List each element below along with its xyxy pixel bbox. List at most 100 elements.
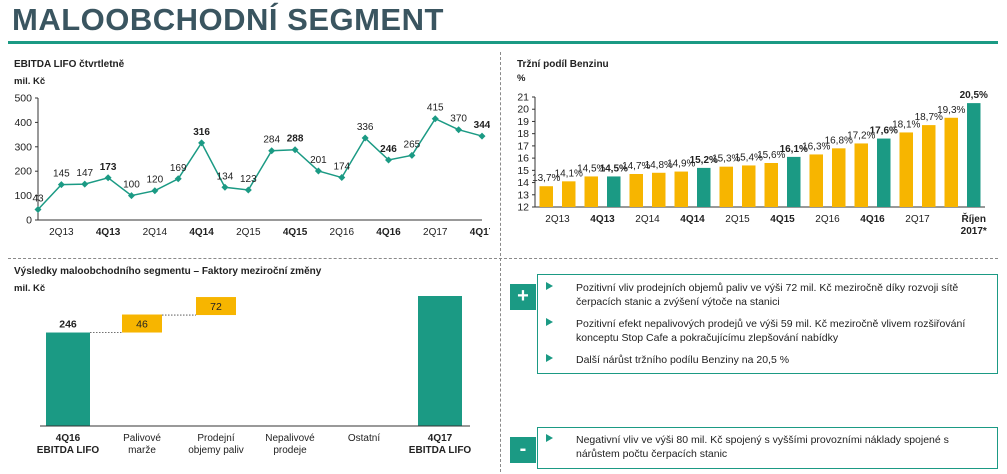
bar [539, 186, 553, 207]
category-label: EBITDA LIFO [409, 445, 472, 456]
y-tick-label: 16 [517, 153, 529, 165]
data-point [361, 134, 369, 142]
data-point [34, 206, 42, 214]
x-tick-label: 2Q13 [545, 214, 570, 225]
data-point [455, 126, 463, 134]
data-label: 14,1% [555, 168, 583, 179]
data-point [198, 139, 206, 147]
line-chart-title: EBITDA LIFO čtvrtletně [14, 59, 125, 70]
data-label: 46 [136, 319, 148, 331]
bar [562, 181, 576, 207]
bar [967, 103, 981, 207]
data-label: 120 [146, 175, 163, 186]
bar-chart: 1213141516171819202113,7%14,1%14,5%14,5%… [517, 90, 988, 237]
y-tick-label: 200 [14, 166, 32, 178]
data-point [314, 167, 322, 175]
positive-item-text: Další nárůst tržního podílu Benziny na 2… [576, 354, 790, 366]
waterfall-bar [418, 296, 462, 426]
bar [674, 171, 688, 207]
y-tick-label: 100 [14, 190, 32, 202]
y-tick-label: 21 [517, 92, 529, 104]
data-point [174, 175, 182, 183]
x-tick-label: 2Q14 [635, 214, 660, 225]
data-label: 15,3% [712, 154, 740, 165]
y-tick-label: 500 [14, 93, 32, 105]
data-label: 100 [123, 180, 140, 191]
data-label: 14,7% [622, 161, 650, 172]
data-point [338, 174, 346, 182]
data-label: 415 [427, 103, 444, 114]
data-label: 169 [170, 163, 187, 174]
category-label: 4Q17 [428, 433, 453, 444]
data-point [104, 174, 112, 182]
data-label: 17,2% [847, 130, 875, 141]
data-label: 370 [450, 114, 467, 125]
data-label: 14,9% [667, 159, 695, 170]
x-tick-label: 2Q17 [905, 214, 930, 225]
data-label: 288 [287, 134, 304, 145]
x-tick-label: 2Q15 [236, 227, 261, 238]
data-label: 20,5% [960, 90, 988, 101]
data-point [151, 187, 159, 195]
bar [922, 125, 936, 207]
y-tick-label: 19 [517, 116, 529, 128]
data-label: 201 [310, 155, 327, 166]
data-label: 16,8% [825, 135, 853, 146]
data-label: 123 [240, 174, 257, 185]
data-label: 15,6% [757, 150, 785, 161]
waterfall-title: Výsledky maloobchodního segmentu – Fakto… [14, 266, 322, 277]
category-label: 4Q16 [56, 433, 81, 444]
y-tick-label: 20 [517, 104, 529, 116]
x-tick-label: 4Q17 [470, 227, 490, 238]
positives-box: Pozitivní vliv prodejních objemů paliv v… [537, 274, 998, 374]
title-rule [8, 41, 998, 44]
data-point [408, 151, 416, 159]
data-point [127, 192, 135, 200]
bar [877, 138, 891, 207]
waterfall-bar [196, 297, 236, 316]
x-tick-label: 4Q16 [376, 227, 401, 238]
data-point [57, 181, 65, 189]
bullet-arrow-icon [546, 318, 553, 326]
data-label: 134 [217, 171, 234, 182]
waterfall-unit: mil. Kč [14, 283, 46, 294]
x-tick-label: 2Q17 [423, 227, 448, 238]
data-label: 16,1% [780, 144, 808, 155]
data-label: 336 [357, 122, 374, 133]
negatives-box: Negativní vliv ve výši 80 mil. Kč spojen… [537, 427, 998, 469]
negative-item-text: Negativní vliv ve výši 80 mil. Kč spojen… [576, 434, 949, 460]
series-line [37, 117, 483, 211]
x-tick-label: 4Q15 [283, 227, 308, 238]
divider-vertical [500, 52, 501, 472]
data-label: 173 [100, 162, 117, 173]
data-label: 344 [474, 120, 490, 131]
positive-sign-icon: + [510, 284, 536, 310]
positive-item-text: Pozitivní efekt nepalivových prodejů ve … [576, 318, 966, 344]
data-label: 284 [263, 135, 280, 146]
bar [584, 176, 598, 207]
y-tick-label: 13 [517, 189, 529, 201]
positive-item-text: Pozitivní vliv prodejních objemů paliv v… [576, 282, 959, 308]
bar [832, 148, 846, 207]
x-tick-label: 4Q13 [96, 227, 121, 238]
bar-chart-title: Tržní podíl Benzinu [517, 59, 609, 70]
data-label: 14,5% [600, 163, 628, 174]
category-label: prodeje [273, 445, 307, 456]
y-tick-label: 17 [517, 140, 529, 152]
bar [629, 174, 643, 207]
y-tick-label: 14 [517, 177, 529, 189]
y-tick-label: 12 [517, 202, 529, 214]
x-tick-label: 4Q14 [680, 214, 705, 225]
data-point [81, 180, 89, 188]
waterfall-bar [46, 332, 90, 426]
bar-chart-unit: % [517, 73, 526, 84]
data-label: 72 [210, 301, 222, 313]
data-label: 14,5% [577, 163, 605, 174]
data-label: 18,1% [892, 119, 920, 130]
bar [764, 163, 778, 207]
x-tick-label: 2017* [961, 226, 987, 237]
data-point [268, 147, 276, 155]
category-label: Nepalivové [265, 433, 315, 444]
category-label: Ostatní [348, 433, 380, 444]
